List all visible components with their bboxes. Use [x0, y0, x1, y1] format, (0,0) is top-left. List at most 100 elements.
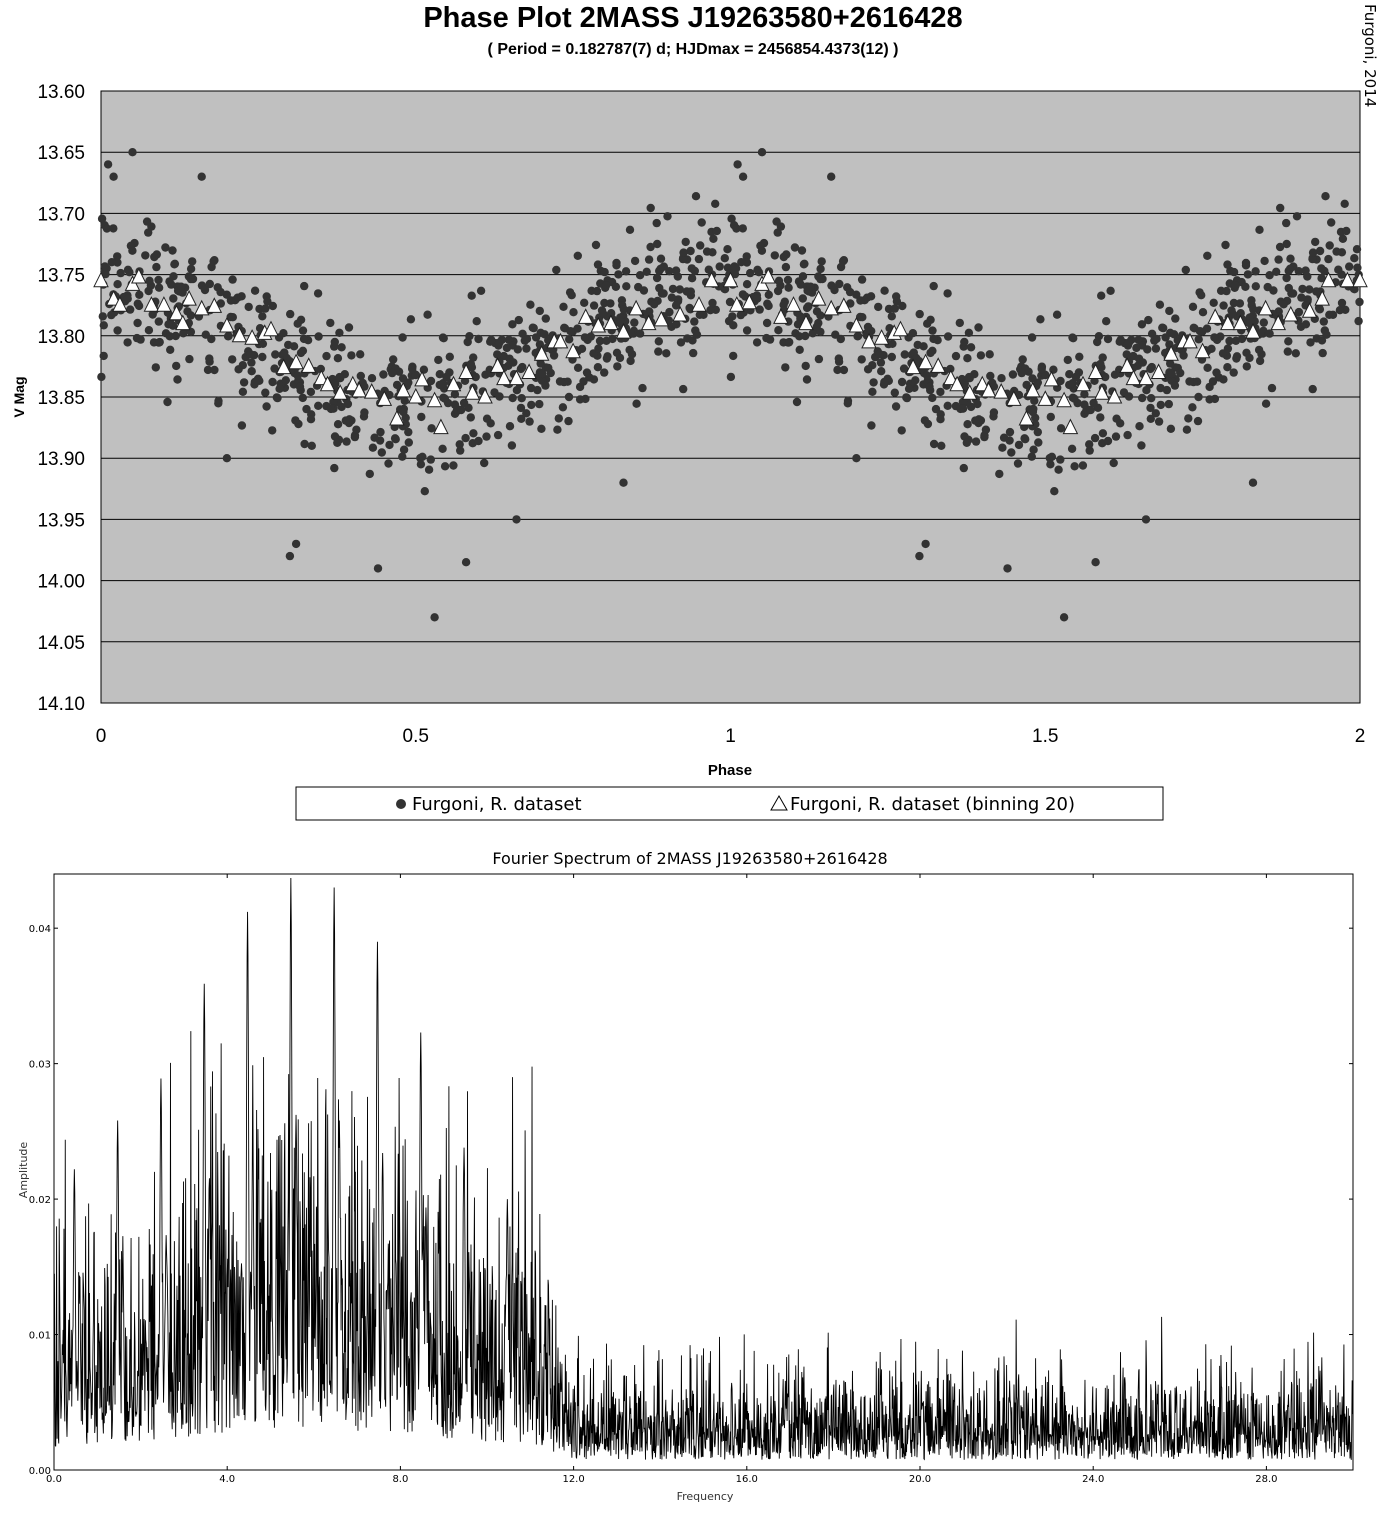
- data-point: [1308, 254, 1317, 264]
- data-point: [687, 264, 696, 273]
- data-point: [608, 334, 617, 344]
- data-point: [440, 462, 450, 471]
- data-point: [1222, 286, 1231, 296]
- data-point: [529, 323, 538, 333]
- data-point: [603, 352, 612, 361]
- data-point: [770, 251, 779, 260]
- data-point: [376, 427, 385, 437]
- data-point: [406, 315, 416, 324]
- data-point: [814, 354, 824, 364]
- data-point: [1298, 284, 1307, 294]
- data-point: [966, 343, 976, 352]
- data-point: [559, 302, 568, 311]
- data-point: [962, 438, 971, 447]
- data-point: [154, 275, 163, 285]
- data-point: [723, 245, 732, 254]
- binned-point: [1138, 369, 1154, 386]
- data-point: [569, 308, 578, 317]
- data-point: [113, 280, 122, 289]
- data-point: [798, 294, 807, 303]
- data-point: [430, 613, 439, 622]
- data-point: [480, 458, 489, 468]
- data-point: [725, 297, 735, 307]
- data-point: [247, 358, 256, 367]
- data-point: [1194, 335, 1203, 344]
- data-point: [1050, 487, 1059, 496]
- legend-circle-marker: [396, 799, 406, 809]
- data-point: [228, 355, 237, 364]
- data-point: [1176, 368, 1185, 378]
- binned-point: [1163, 345, 1179, 361]
- data-point: [630, 256, 640, 266]
- data-point: [730, 262, 739, 271]
- data-point: [1146, 403, 1155, 413]
- binned-point: [464, 384, 481, 400]
- data-point: [165, 332, 174, 341]
- data-point: [1151, 409, 1161, 418]
- data-point: [1094, 332, 1104, 341]
- data-point: [1338, 234, 1348, 243]
- data-point: [398, 333, 407, 342]
- binned-point: [949, 375, 965, 392]
- data-point: [291, 539, 301, 549]
- data-point: [626, 356, 635, 366]
- binned-point: [1282, 305, 1299, 322]
- data-point: [526, 300, 535, 309]
- data-point: [1332, 247, 1341, 256]
- data-point: [1275, 242, 1285, 252]
- data-point: [1265, 329, 1274, 338]
- data-point: [690, 317, 699, 326]
- data-point: [742, 326, 752, 335]
- data-point: [107, 258, 117, 267]
- binned-point: [521, 363, 537, 379]
- data-point: [1319, 317, 1329, 326]
- data-point: [1109, 458, 1118, 468]
- data-point: [207, 334, 216, 344]
- data-point: [656, 264, 665, 273]
- data-point: [1003, 564, 1012, 573]
- data-point: [1231, 281, 1240, 290]
- binned-point: [930, 357, 947, 373]
- data-point: [250, 286, 260, 295]
- data-point: [920, 416, 930, 425]
- data-point: [1284, 337, 1293, 346]
- data-point: [535, 306, 544, 316]
- data-point: [1208, 377, 1218, 386]
- data-point: [200, 285, 210, 295]
- data-point: [665, 307, 674, 317]
- binned-point: [980, 381, 997, 398]
- data-point: [1223, 260, 1232, 269]
- phase-y-tick-label: 13.65: [37, 143, 85, 164]
- data-point: [322, 351, 331, 361]
- data-point: [801, 361, 810, 371]
- data-point: [150, 252, 159, 262]
- data-point: [1033, 427, 1043, 437]
- data-point: [99, 351, 108, 361]
- data-point: [1116, 335, 1125, 344]
- data-point: [802, 375, 812, 384]
- data-point: [186, 264, 196, 274]
- binned-point: [961, 384, 978, 400]
- data-point: [638, 383, 647, 393]
- data-point: [493, 430, 503, 440]
- data-point: [833, 365, 842, 375]
- data-point: [471, 372, 480, 382]
- binned-point: [332, 384, 349, 400]
- data-point: [667, 293, 677, 302]
- binned-point: [319, 375, 336, 392]
- data-point: [1028, 407, 1038, 417]
- binned-point: [143, 296, 160, 312]
- data-point: [1345, 262, 1354, 271]
- data-point: [606, 299, 615, 308]
- data-point: [846, 299, 855, 308]
- fourier-y-tick-label: 0.00: [29, 1466, 51, 1477]
- data-point: [863, 365, 873, 374]
- data-point: [314, 332, 323, 341]
- credit-label: Furgoni, 2014: [1361, 4, 1379, 107]
- data-point: [171, 331, 180, 341]
- data-point: [416, 460, 426, 469]
- data-point: [344, 323, 354, 332]
- data-point: [1027, 333, 1037, 342]
- data-point: [697, 218, 706, 227]
- binned-point: [206, 297, 223, 313]
